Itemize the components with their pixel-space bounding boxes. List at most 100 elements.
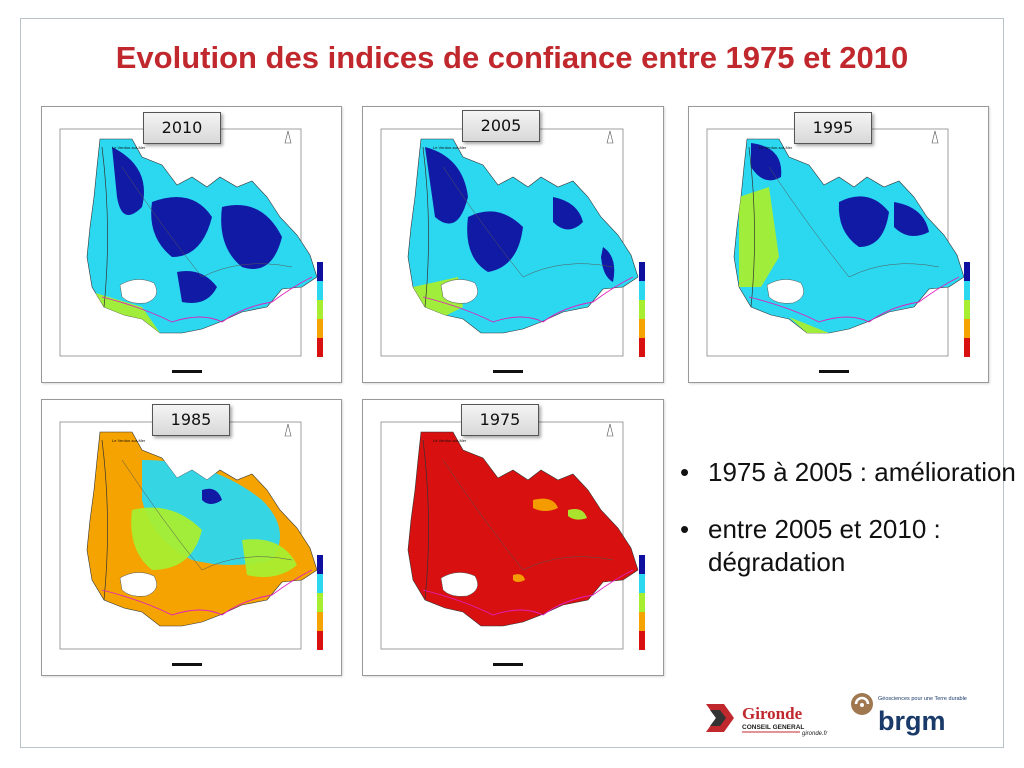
coast-line — [748, 146, 755, 308]
confidence-zone — [601, 247, 615, 282]
legend-swatch — [964, 300, 970, 319]
legend-swatch — [639, 262, 645, 281]
river-line — [768, 166, 940, 278]
scale-bar — [172, 370, 202, 373]
slide-frame — [20, 18, 1004, 748]
map-svg: Le Verdon-sur-Mer — [380, 421, 645, 666]
lake-shape — [440, 572, 478, 597]
legend-swatch — [639, 631, 645, 650]
legend-swatch — [639, 300, 645, 319]
place-label: Le Verdon-sur-Mer — [759, 145, 793, 150]
map-panel-2005: Le Verdon-sur-Mer — [362, 106, 664, 383]
place-label: Le Verdon-sur-Mer — [112, 145, 146, 150]
confidence-zone — [425, 147, 468, 224]
gironde-logo-mark: Gironde CONSEIL GENERAL gironde.fr — [706, 704, 828, 737]
scale-bar — [819, 370, 849, 373]
confidence-zone — [242, 539, 297, 578]
coast-line — [422, 439, 429, 601]
place-label: Le Verdon-sur-Mer — [433, 438, 467, 443]
bullet-dot-icon: • — [680, 514, 690, 544]
overlay-group — [92, 147, 282, 333]
lake-shape — [119, 572, 157, 597]
overlay-group — [119, 460, 297, 597]
north-arrow-icon — [284, 423, 292, 437]
bullet-dot-icon: • — [680, 457, 690, 487]
map-panel-1985: Le Verdon-sur-Mer — [41, 399, 342, 676]
confidence-zone — [202, 488, 222, 504]
legend-swatch — [639, 574, 645, 593]
overlay-group — [440, 498, 587, 597]
map-svg: Le Verdon-sur-Mer — [380, 128, 645, 373]
boundary-line — [422, 276, 634, 323]
overlay-group — [739, 143, 929, 333]
year-label-1975: 1975 — [461, 404, 539, 436]
scale-bar — [493, 663, 523, 666]
legend-swatch — [317, 319, 323, 338]
legend-swatch — [639, 281, 645, 300]
legend-swatch — [639, 319, 645, 338]
boundary-line — [101, 569, 313, 616]
legend-swatch — [317, 555, 323, 574]
map-panel-2010: Le Verdon-sur-Mer — [41, 106, 342, 383]
river-line — [442, 166, 614, 278]
scale-bar — [493, 370, 523, 373]
slide-title: Evolution des indices de confiance entre… — [115, 40, 909, 75]
gironde-url: gironde.fr — [802, 731, 828, 737]
lake-shape — [766, 279, 804, 304]
legend-swatch — [317, 593, 323, 612]
legend-swatch — [317, 574, 323, 593]
map-svg: Le Verdon-sur-Mer — [706, 128, 970, 373]
place-label: Le Verdon-sur-Mer — [112, 438, 146, 443]
legend-swatch — [317, 300, 323, 319]
scale-bar — [172, 663, 202, 666]
north-arrow-icon — [606, 423, 614, 437]
year-label-2010: 2010 — [143, 112, 221, 144]
confidence-zone — [533, 498, 558, 511]
confidence-zone — [131, 507, 202, 570]
coast-line — [422, 146, 429, 308]
overlay-group — [413, 147, 615, 317]
map-panel-1975: Le Verdon-sur-Mer — [362, 399, 664, 676]
legend-swatch — [317, 281, 323, 300]
lake-shape — [119, 279, 157, 304]
confidence-zone — [568, 509, 587, 520]
year-label-1995: 1995 — [794, 112, 872, 144]
river-line — [121, 459, 293, 571]
legend-swatch — [964, 338, 970, 357]
north-arrow-icon — [284, 130, 292, 144]
brgm-logo-mark: Géosciences pour une Terre durable brgm — [851, 693, 967, 736]
brgm-tagline: Géosciences pour une Terre durable — [878, 696, 967, 702]
legend-swatch — [964, 281, 970, 300]
confidence-zone — [151, 197, 212, 257]
confidence-zone — [513, 574, 525, 582]
confidence-zone — [177, 271, 217, 303]
confidence-zone — [838, 196, 889, 247]
legend-swatch — [317, 262, 323, 281]
legend-swatch — [317, 631, 323, 650]
gironde-logo: Gironde CONSEIL GENERAL gironde.fr — [704, 696, 830, 740]
lake-shape — [440, 279, 478, 304]
confidence-zone — [112, 147, 144, 215]
north-arrow-icon — [931, 130, 939, 144]
brgm-name: brgm — [878, 706, 946, 736]
legend-swatch — [317, 338, 323, 357]
confidence-zone — [789, 317, 829, 333]
confidence-zone — [894, 202, 929, 236]
confidence-zone — [553, 197, 583, 230]
gironde-name: Gironde — [742, 704, 803, 723]
year-label-2005: 2005 — [462, 110, 540, 142]
brgm-logo: Géosciences pour une Terre durable brgm — [848, 686, 980, 742]
confidence-zone — [751, 143, 782, 181]
year-label-1985: 1985 — [152, 404, 230, 436]
bullet-list: • 1975 à 2005 : amélioration • entre 200… — [676, 456, 1016, 603]
legend-swatch — [639, 338, 645, 357]
legend-swatch — [317, 612, 323, 631]
bullet-item: • 1975 à 2005 : amélioration — [676, 456, 1016, 489]
boundary-line — [101, 276, 313, 323]
place-label: Le Verdon-sur-Mer — [433, 145, 467, 150]
coast-line — [101, 146, 108, 308]
coast-line — [101, 439, 108, 601]
gironde-sub: CONSEIL GENERAL — [742, 724, 804, 731]
bullet-text: 1975 à 2005 : amélioration — [708, 457, 1016, 487]
legend-swatch — [639, 593, 645, 612]
